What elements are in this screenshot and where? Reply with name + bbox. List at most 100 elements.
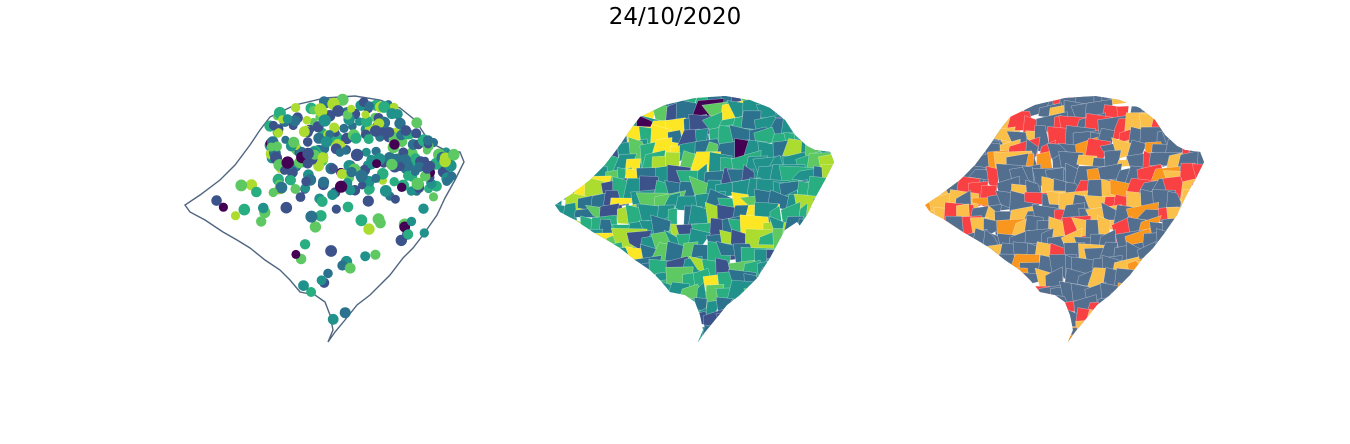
municipality-polygon [587,331,624,342]
municipality-point [306,287,317,297]
municipality-polygon [748,299,764,331]
municipality-polygon [560,320,586,342]
municipality-polygon [715,296,739,322]
municipality-polygon [641,296,665,323]
municipality-point [347,104,356,113]
municipality-polygon [717,333,757,342]
municipality-polygon [969,269,1000,288]
municipality-polygon [642,321,654,342]
municipality-polygon [1084,320,1123,342]
municipality-polygon [1100,282,1129,307]
municipality-polygon [1202,242,1204,268]
municipality-polygon [1191,209,1204,234]
municipality-polygon [783,295,802,317]
municipality-polygon [810,110,834,135]
municipality-point [411,128,422,139]
municipality-polygon [836,88,845,120]
municipality-polygon [574,260,604,290]
municipality-polygon [1175,244,1204,269]
municipality-polygon [822,203,833,227]
municipality-polygon [565,149,585,178]
municipality-polygon [1189,270,1204,290]
municipality-point [302,158,313,169]
municipality-polygon [756,334,788,342]
municipality-polygon [1201,136,1204,173]
municipality-point [418,203,429,214]
municipality-point [309,221,322,233]
municipality-polygon [946,354,976,360]
municipality-point [315,210,327,222]
municipality-point [318,114,331,127]
municipality-polygon [1174,322,1204,341]
municipality-polygon [555,100,569,119]
municipality-polygon [1154,254,1169,278]
municipality-polygon [967,286,986,312]
municipality-polygon [560,112,597,143]
municipality-polygon [1000,339,1015,342]
municipality-polygon [954,279,976,309]
municipality-polygon [1036,322,1055,342]
municipality-polygon [925,140,949,176]
municipality-polygon [1168,281,1201,312]
municipality-polygon [610,295,650,312]
municipality-polygon [1165,240,1187,262]
municipality-polygon [1203,345,1215,360]
municipality-point [344,262,356,274]
municipality-polygon [963,298,976,326]
municipality-polygon [998,325,1027,342]
municipality-polygon [585,114,608,133]
municipality-polygon [946,267,963,291]
municipality-polygon [555,272,565,291]
municipality-polygon [555,150,576,180]
municipality-polygon [968,346,1005,360]
municipality-polygon [805,214,831,250]
municipality-polygon [627,320,661,342]
municipality-polygon [795,336,826,342]
municipality-polygon [701,332,736,342]
municipality-polygon [918,348,936,361]
municipality-polygon [833,130,834,160]
municipality-polygon [610,280,649,295]
municipality-polygon [1175,217,1192,245]
municipality-point [428,192,439,202]
municipality-polygon [817,308,834,325]
municipality-polygon [1128,267,1163,286]
map-panel-points [184,93,465,343]
municipality-polygon [929,101,968,127]
municipality-polygon [1124,96,1152,101]
municipality-polygon [598,309,637,329]
municipality-polygon [1152,327,1167,339]
municipality-polygon [819,347,846,360]
municipality-polygon [584,242,610,256]
municipality-polygon [971,310,988,330]
municipality-point [235,179,248,192]
municipality-polygon [966,319,998,342]
municipality-polygon [1112,267,1144,300]
municipality-polygon [635,288,664,303]
municipality-polygon [819,96,834,119]
municipality-polygon [818,101,834,132]
municipality-polygon [677,326,700,342]
municipality-polygon [571,100,606,128]
municipality-polygon [1006,321,1040,342]
municipality-polygon [1205,113,1215,141]
municipality-polygon [980,318,1006,341]
municipality-polygon [691,354,715,360]
municipality-polygon [818,299,834,328]
municipality-polygon [729,334,756,342]
municipality-point [406,216,417,227]
municipality-polygon [611,105,642,121]
municipality-polygon [1138,282,1162,314]
municipality-polygon [958,129,987,154]
municipality-polygon [959,269,977,289]
municipality-point [302,137,313,147]
municipality-polygon [955,320,988,342]
municipality-polygon [942,98,981,126]
municipality-polygon [555,139,568,169]
municipality-polygon [558,334,588,342]
municipality-polygon [1205,230,1215,248]
municipality-polygon [821,218,834,249]
municipality-polygon [1181,124,1204,152]
municipality-point [364,101,375,111]
municipality-polygon [1045,347,1062,361]
